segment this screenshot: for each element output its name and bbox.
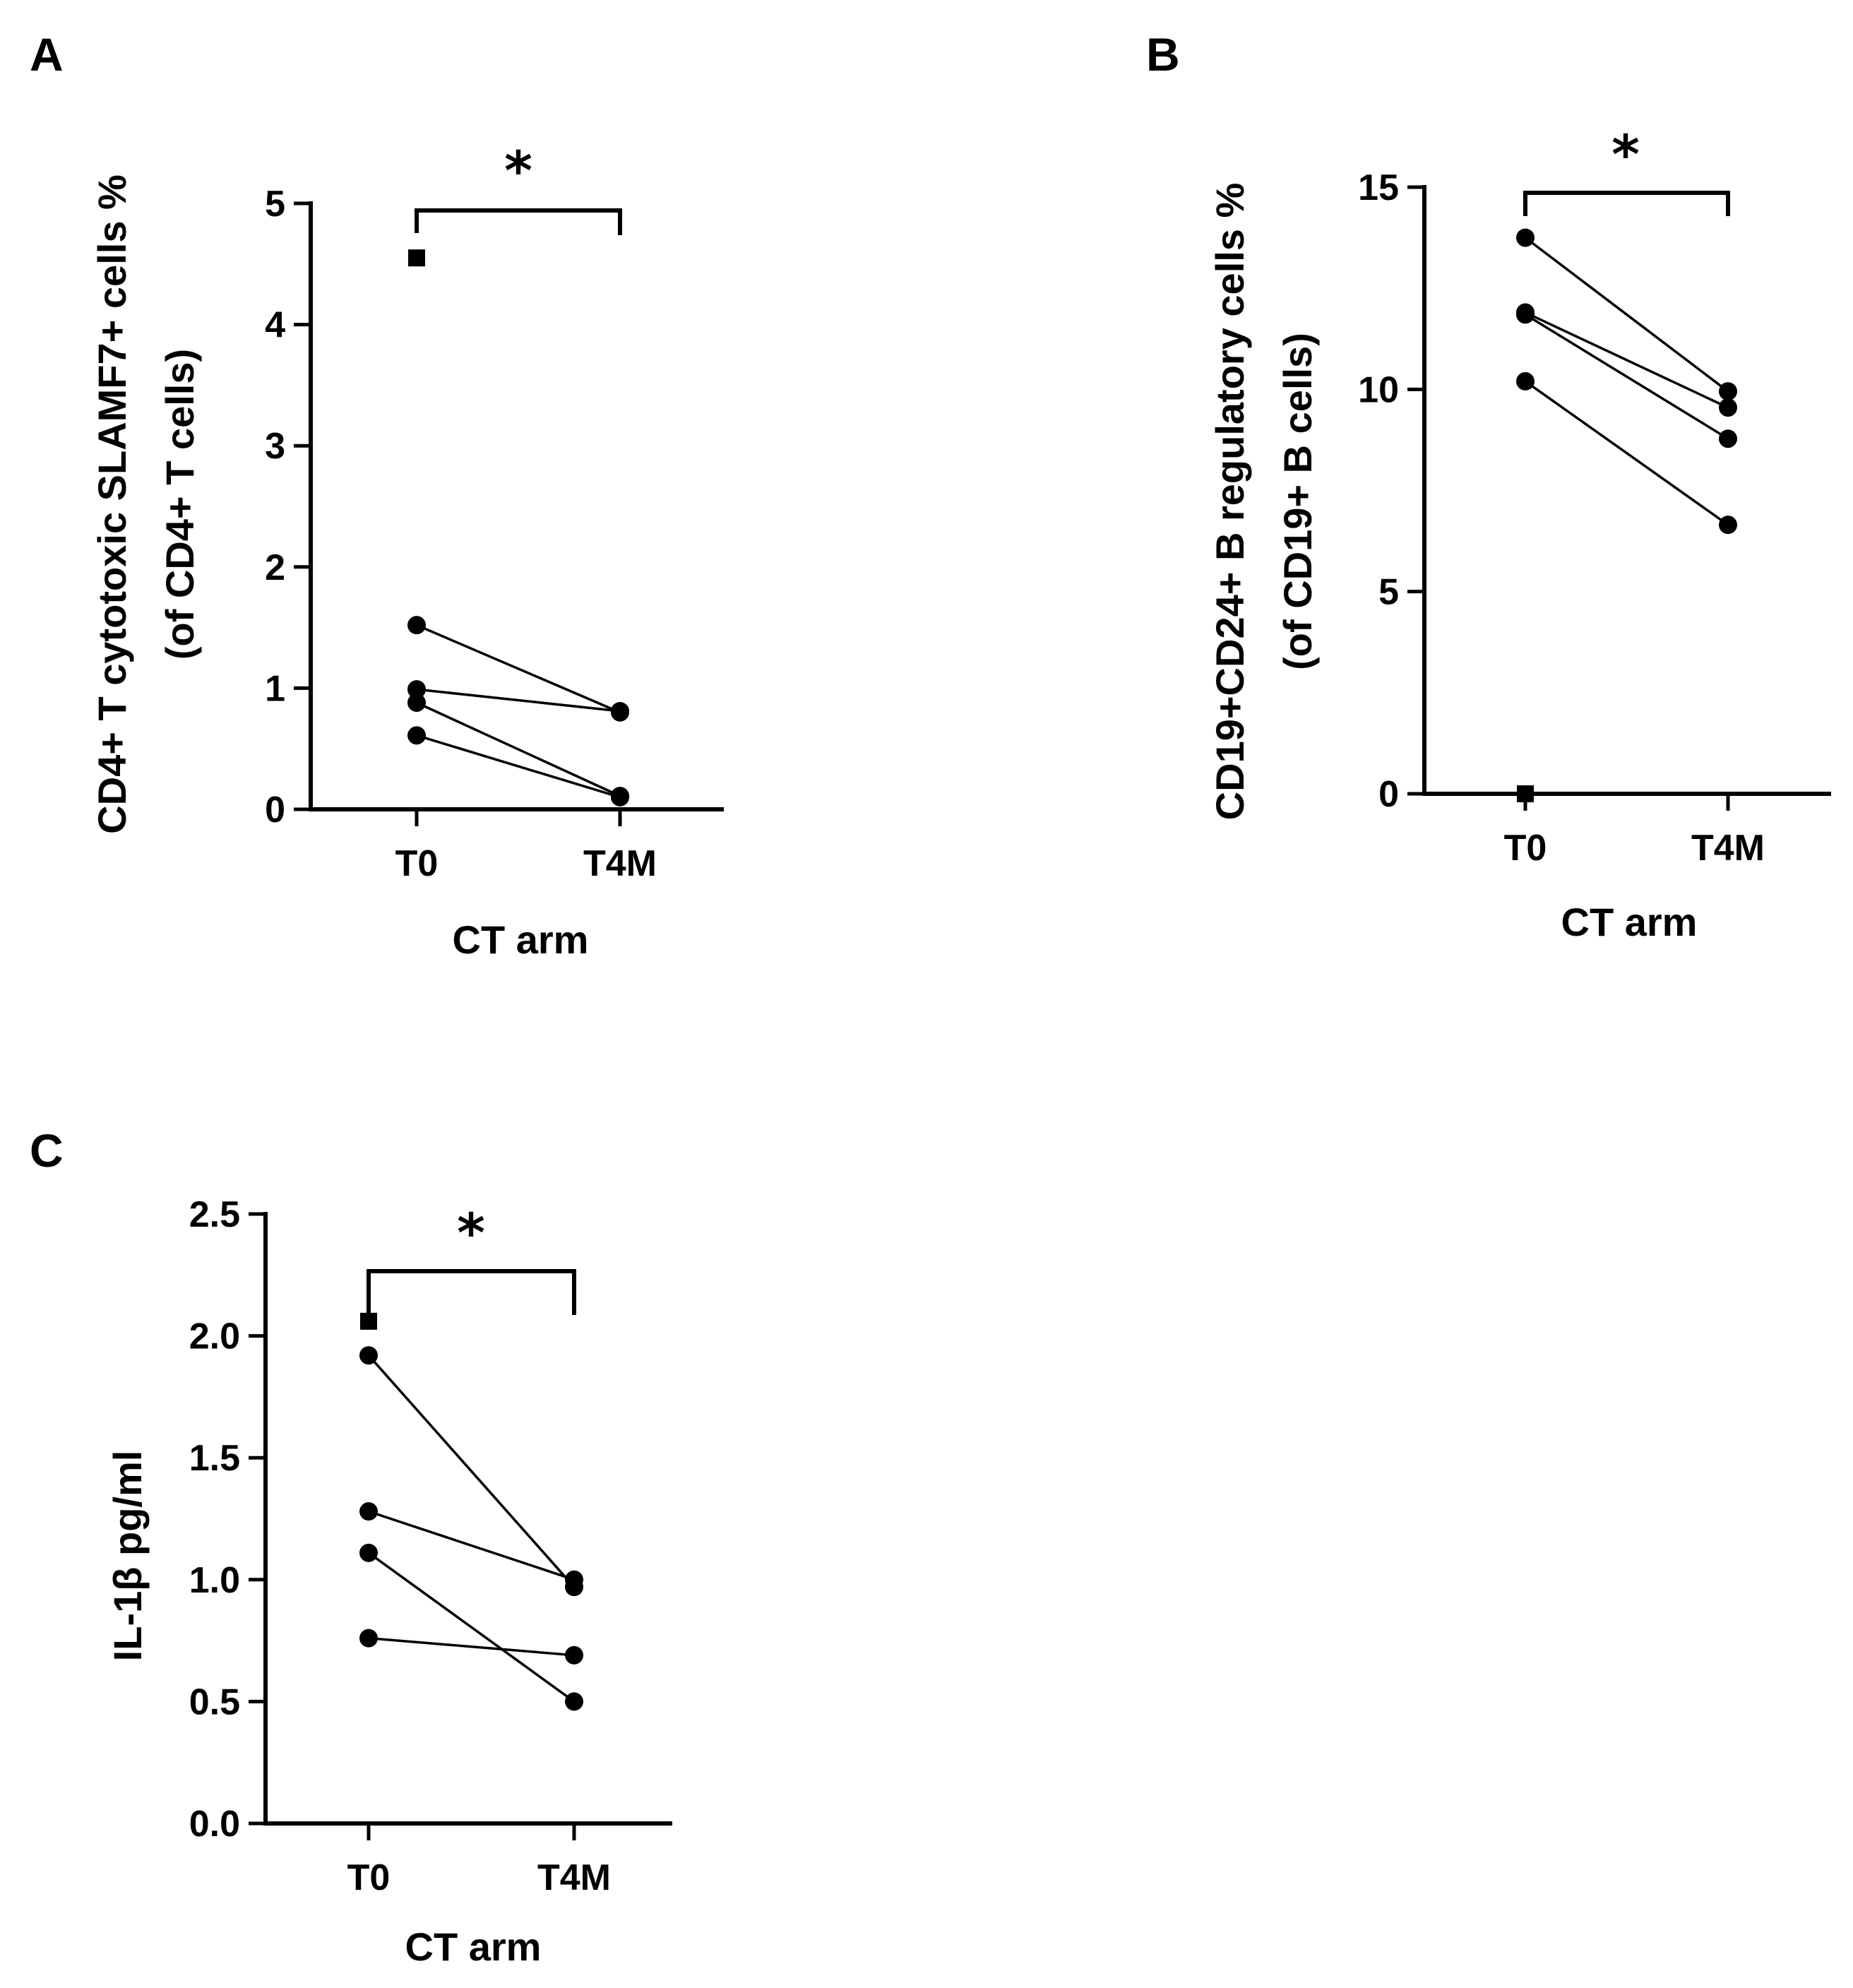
- data-point-t0: [407, 726, 426, 745]
- y-tick-label: 3: [265, 426, 285, 467]
- data-point-t4m: [611, 787, 629, 806]
- y-ticks: 0 1 2 3 4 5: [265, 184, 311, 831]
- y-tick-label: 1.5: [189, 1438, 240, 1479]
- paired-lines: [367, 1355, 576, 1703]
- pair-line: [367, 1355, 576, 1588]
- significance-star: *: [504, 139, 532, 202]
- pair-line: [416, 701, 621, 797]
- significance-bracket: [367, 1269, 576, 1315]
- data-point-t0: [407, 680, 426, 699]
- y-tick-label: 0.0: [189, 1804, 240, 1845]
- y-axis-label-line2: (of CD19+ B cells): [1275, 333, 1320, 670]
- x-ticks: T0 T4M: [395, 809, 657, 884]
- y-tick-label: 1.0: [189, 1560, 240, 1601]
- data-point-t0: [407, 693, 426, 712]
- data-points: [407, 249, 629, 806]
- pair-line: [1525, 313, 1729, 440]
- y-ticks: 0.0 0.5 1.0 1.5 2.0 2.5: [189, 1194, 266, 1845]
- significance-bracket: [415, 208, 622, 235]
- pair-line: [416, 624, 621, 714]
- data-point-t0: [1516, 371, 1535, 391]
- pair-line: [368, 1510, 575, 1581]
- data-point-t0: [1516, 305, 1535, 324]
- y-axis-label-line1: CD4+ T cytotoxic SLAMF7+ cells %: [90, 174, 134, 834]
- y-tick-label: 5: [1378, 572, 1399, 613]
- pair-line: [1524, 380, 1729, 526]
- x-ticks: T0 T4M: [1504, 794, 1765, 869]
- x-tick-label: T4M: [583, 843, 657, 884]
- y-tick-label: 10: [1358, 369, 1399, 410]
- data-point-t4m: [1719, 382, 1737, 401]
- x-tick-label: T4M: [1691, 828, 1765, 869]
- x-ticks: T0 T4M: [347, 1823, 611, 1898]
- data-point-t4m: [565, 1645, 583, 1665]
- data-point-t0: [1516, 228, 1535, 247]
- panel-a: A CD4+ T cytotoxic SLAMF7+ cells % (of C…: [30, 28, 724, 962]
- data-point-square: [360, 1312, 377, 1330]
- y-tick-label: 2: [265, 547, 285, 588]
- panel-letter-a: A: [30, 28, 64, 81]
- y-ticks: 0 5 10 15: [1358, 167, 1424, 815]
- x-tick-label: T0: [347, 1857, 391, 1898]
- data-point-t4m: [1719, 398, 1737, 417]
- panel-letter-b: B: [1146, 28, 1180, 81]
- panel-b: B CD19+CD24+ B regulatory cells % (of CD…: [1146, 28, 1831, 944]
- data-point-t4m: [565, 1570, 583, 1589]
- x-tick-label: T0: [395, 843, 439, 884]
- significance-bracket: [1523, 191, 1730, 216]
- y-tick-label: 0: [265, 790, 285, 831]
- x-tick-label: T0: [1504, 828, 1547, 869]
- y-tick-label: 2.5: [189, 1194, 240, 1235]
- data-point-square: [408, 249, 425, 267]
- data-point-t0: [359, 1629, 378, 1648]
- pair-line: [367, 1552, 576, 1703]
- significance-star: *: [1611, 123, 1640, 186]
- pair-line: [368, 1636, 575, 1657]
- y-tick-label: 0: [1378, 774, 1399, 815]
- paired-lines: [1524, 237, 1729, 526]
- pair-line: [1525, 311, 1729, 409]
- y-tick-label: 15: [1358, 167, 1399, 208]
- paired-lines: [416, 624, 621, 799]
- pair-line: [416, 688, 621, 713]
- data-point-t0: [359, 1543, 378, 1562]
- y-axis-label: IL-1β pg/ml: [105, 1451, 150, 1662]
- data-point-t0: [359, 1346, 378, 1365]
- x-axis-label: CT arm: [405, 1924, 542, 1969]
- pair-line: [416, 734, 621, 799]
- x-axis-label: CT arm: [453, 917, 589, 962]
- y-tick-label: 5: [265, 184, 285, 225]
- y-tick-label: 1: [265, 668, 285, 709]
- y-axis-label-line1: CD19+CD24+ B regulatory cells %: [1208, 183, 1252, 821]
- data-point-square: [1517, 785, 1534, 802]
- pair-line: [1524, 237, 1729, 393]
- y-tick-label: 0.5: [189, 1682, 240, 1722]
- data-point-t4m: [611, 702, 629, 721]
- panel-c: C IL-1β pg/ml CT arm 0.00.51.01.52.02.5 …: [30, 1124, 672, 1969]
- data-point-t4m: [1719, 429, 1737, 448]
- significance-star: *: [457, 1201, 485, 1264]
- data-point-t4m: [1719, 516, 1737, 535]
- y-tick-label: 2.0: [189, 1316, 240, 1357]
- data-point-t4m: [565, 1692, 583, 1711]
- data-point-t0: [407, 616, 426, 635]
- data-points: [359, 1312, 583, 1711]
- data-point-t0: [359, 1502, 378, 1521]
- y-tick-label: 4: [265, 305, 285, 346]
- y-axis-label-line2: (of CD4+ T cells): [157, 349, 202, 660]
- x-tick-label: T4M: [537, 1857, 611, 1898]
- panel-letter-c: C: [30, 1124, 64, 1177]
- x-axis-label: CT arm: [1561, 900, 1698, 944]
- data-points: [1516, 228, 1737, 802]
